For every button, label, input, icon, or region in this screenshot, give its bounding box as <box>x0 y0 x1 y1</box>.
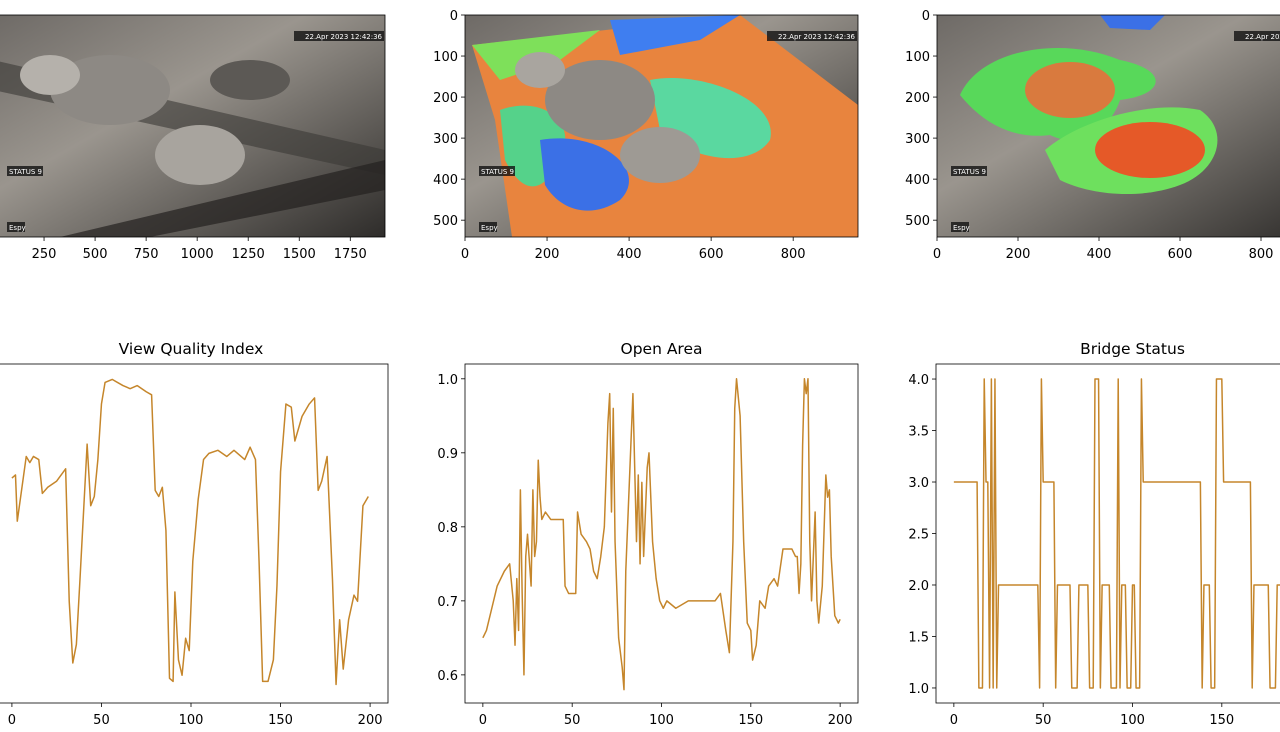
x-tick-label: 1000 <box>181 247 214 262</box>
camera-image <box>0 15 385 237</box>
overlay-label: STATUS 9 <box>953 168 986 176</box>
x-tick-label: 600 <box>699 247 724 262</box>
x-tick-label: 100 <box>1120 713 1145 728</box>
x-tick-label: 0 <box>933 247 941 262</box>
x-tick-label: 500 <box>83 247 108 262</box>
overlay-label: Espy <box>9 224 26 232</box>
x-tick-label: 200 <box>828 713 853 728</box>
y-tick-label: 100 <box>433 50 458 65</box>
overlay-label-bg <box>479 222 497 232</box>
chart-title: Open Area <box>621 340 703 358</box>
axes-frame <box>936 14 1280 238</box>
y-tick-label: 1.0 <box>437 373 458 388</box>
x-tick-label: 1750 <box>334 247 367 262</box>
x-tick-label: 600 <box>1168 247 1193 262</box>
y-tick-label: 1.5 <box>908 630 929 645</box>
y-tick-label: 0 <box>450 9 458 24</box>
overlay-label-bg <box>7 166 43 176</box>
x-tick-label: 200 <box>358 713 383 728</box>
y-tick-label: 0 <box>922 9 930 24</box>
x-tick-label: 200 <box>1006 247 1031 262</box>
x-tick-label: 0 <box>950 713 958 728</box>
y-tick-label: 200 <box>433 91 458 106</box>
segmentation-overlay-image <box>465 15 858 237</box>
x-tick-label: 1250 <box>232 247 265 262</box>
y-tick-label: 0.8 <box>437 521 458 536</box>
x-tick-label: 800 <box>781 247 806 262</box>
x-tick-label: 100 <box>179 713 204 728</box>
x-tick-label: 200 <box>535 247 560 262</box>
y-tick-label: 500 <box>433 214 458 229</box>
y-tick-label: 500 <box>905 214 930 229</box>
y-tick-label: 2.0 <box>908 579 929 594</box>
y-tick-label: 400 <box>905 173 930 188</box>
axes-frame <box>464 14 859 238</box>
x-tick-label: 400 <box>617 247 642 262</box>
y-tick-label: 3.0 <box>908 476 929 491</box>
y-tick-label: 100 <box>905 50 930 65</box>
overlay-label-bg <box>951 166 987 176</box>
overlay-label-bg <box>767 31 857 41</box>
y-tick-label: 1.0 <box>908 682 929 697</box>
y-tick-label: 0.6 <box>437 669 458 684</box>
y-tick-label: 3.5 <box>908 425 929 440</box>
overlay-label: Espy <box>953 224 970 232</box>
y-tick-label: 300 <box>905 132 930 147</box>
overlay-label-bg <box>7 222 25 232</box>
data-line <box>11 378 369 686</box>
x-tick-label: 400 <box>1087 247 1112 262</box>
y-tick-label: 0.9 <box>437 447 458 462</box>
x-tick-label: 250 <box>32 247 57 262</box>
data-line <box>482 378 841 691</box>
overlay-label-bg <box>951 222 969 232</box>
x-tick-label: 1500 <box>283 247 316 262</box>
overlay-label: Espy <box>481 224 498 232</box>
y-tick-label: 200 <box>905 91 930 106</box>
y-tick-label: 400 <box>433 173 458 188</box>
y-tick-label: 4.0 <box>908 373 929 388</box>
x-tick-label: 150 <box>1209 713 1234 728</box>
overlay-label-bg <box>294 31 384 41</box>
data-line <box>953 378 1280 689</box>
y-tick-label: 0.7 <box>437 595 458 610</box>
overlay-label-bg <box>1234 31 1280 41</box>
x-tick-label: 150 <box>268 713 293 728</box>
chart-title: Bridge Status <box>1080 340 1185 358</box>
x-tick-label: 750 <box>134 247 159 262</box>
x-tick-label: 800 <box>1249 247 1274 262</box>
y-tick-label: 2.5 <box>908 528 929 543</box>
x-tick-label: 0 <box>8 713 16 728</box>
axes-frame <box>0 14 386 238</box>
x-tick-label: 50 <box>93 713 110 728</box>
heatmap-overlay-image <box>937 15 1280 237</box>
y-tick-label: 300 <box>433 132 458 147</box>
x-tick-label: 50 <box>564 713 581 728</box>
chart-title: View Quality Index <box>119 340 264 358</box>
x-tick-label: 150 <box>738 713 763 728</box>
overlay-label: 22.Apr 2023 12:42:36 <box>1245 33 1280 41</box>
x-tick-label: 50 <box>1035 713 1052 728</box>
x-tick-label: 0 <box>479 713 487 728</box>
x-tick-label: 0 <box>461 247 469 262</box>
overlay-label: STATUS 9 <box>481 168 514 176</box>
overlay-label: 22.Apr 2023 12:42:36 <box>305 33 382 41</box>
overlay-label-bg <box>479 166 515 176</box>
x-tick-label: 100 <box>649 713 674 728</box>
overlay-label: 22.Apr 2023 12:42:36 <box>778 33 855 41</box>
overlay-label: STATUS 9 <box>9 168 42 176</box>
